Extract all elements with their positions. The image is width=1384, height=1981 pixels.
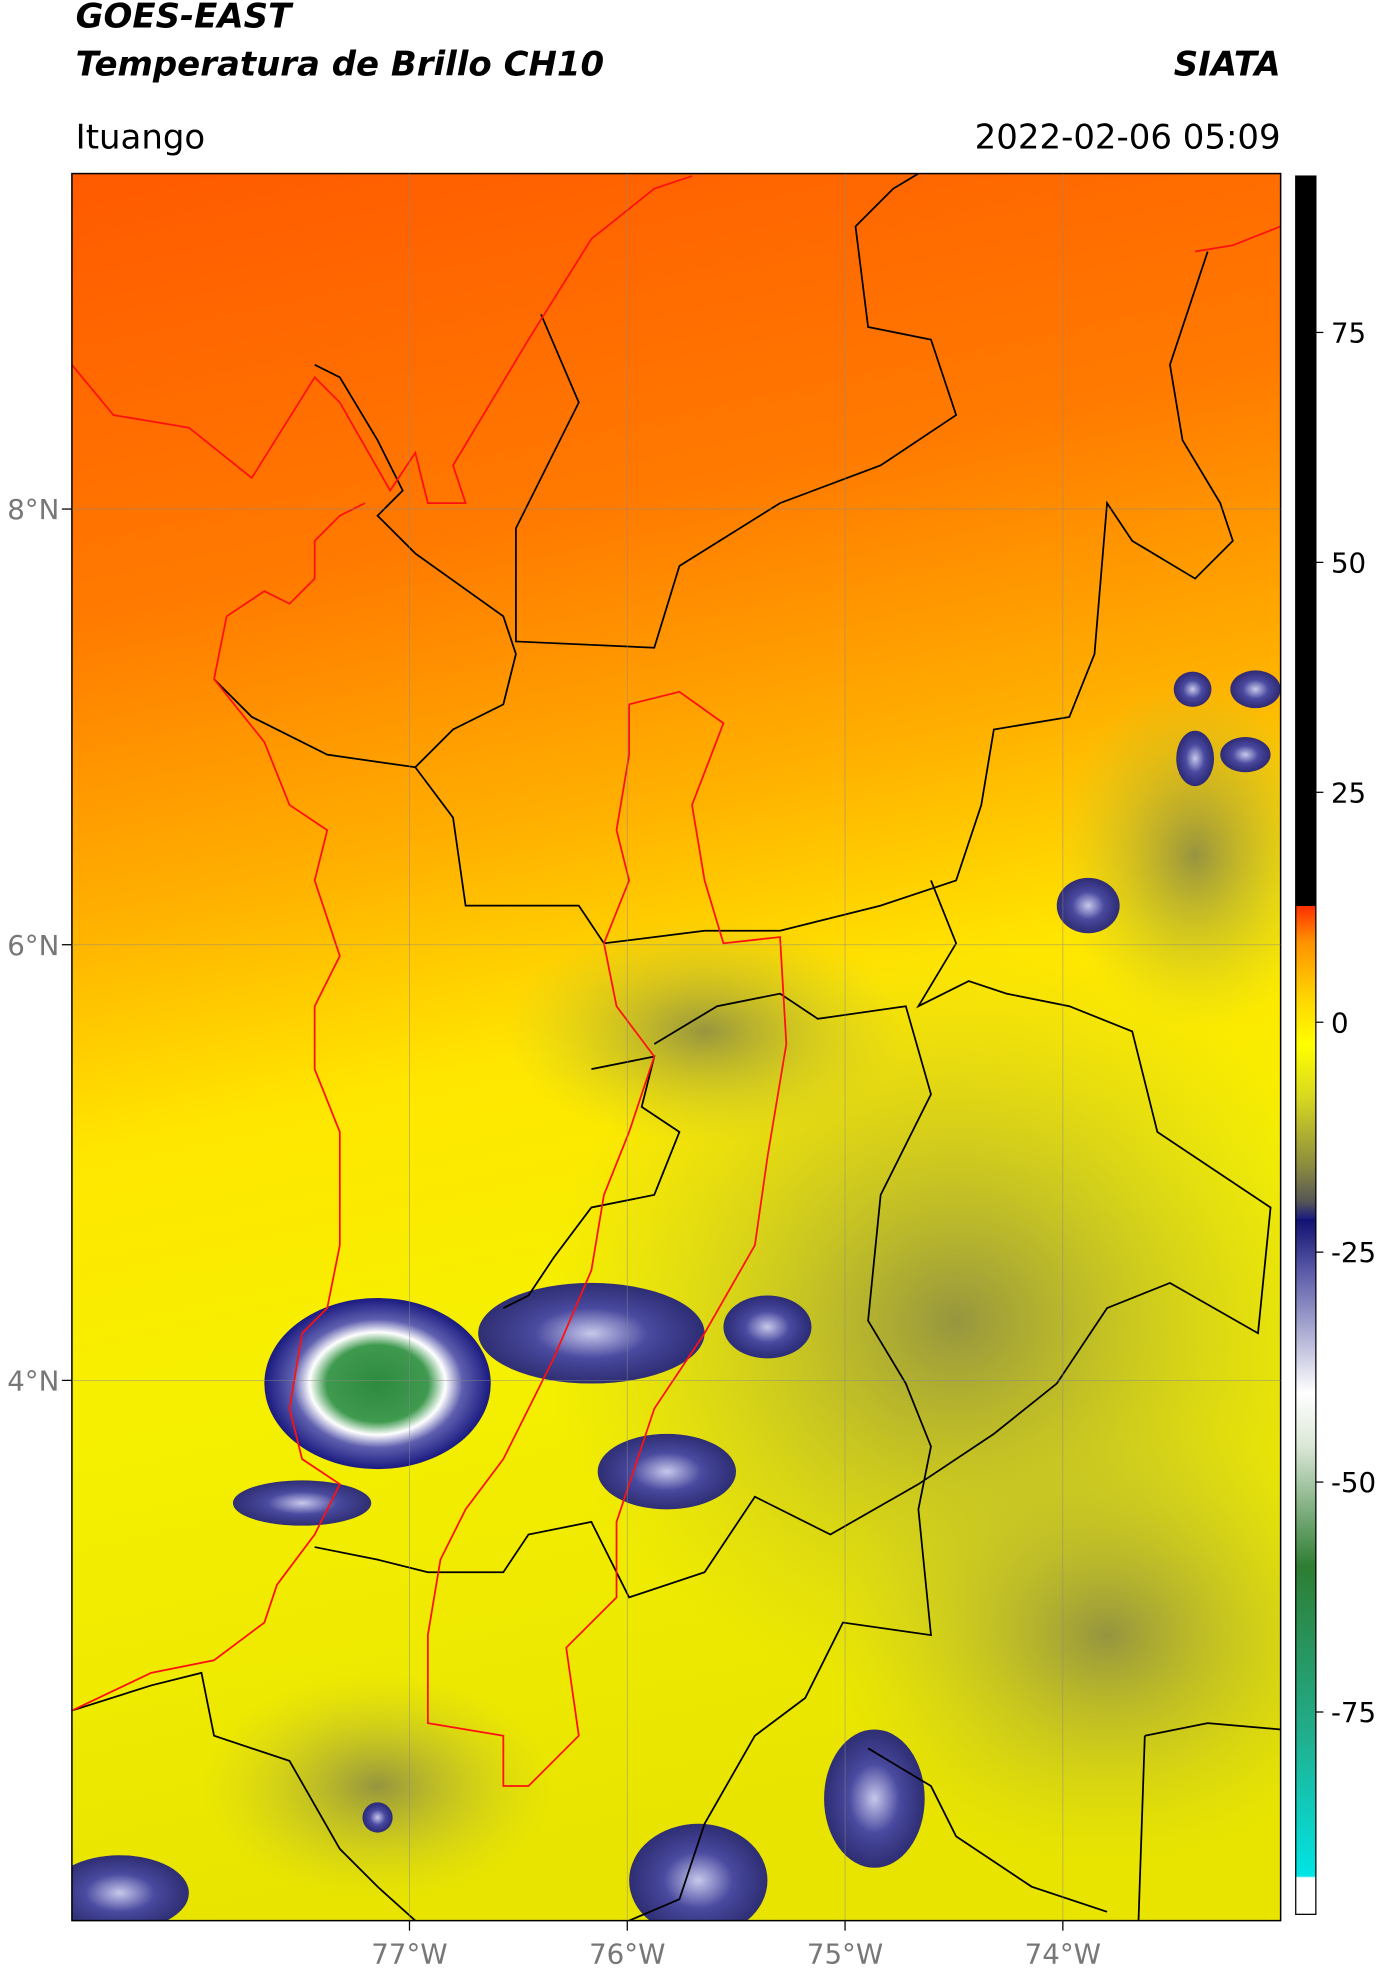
colorbar-label: 50: [1331, 546, 1366, 579]
lon-label: 77°W: [371, 1937, 447, 1970]
lon-label: 76°W: [589, 1937, 665, 1970]
colorbar-ticks: 75 50 25 0 -25 -50 -75: [1315, 317, 1376, 1729]
lon-label: 74°W: [1025, 1937, 1101, 1970]
map-frame: [71, 172, 1282, 1922]
map-image: [71, 173, 1281, 1921]
graticule: 77°W 76°W 75°W 74°W 8°N 6°N 4°N: [7, 173, 1281, 1970]
colorbar-label: -75: [1331, 1696, 1376, 1729]
lat-label: 4°N: [7, 1364, 59, 1397]
lon-label: 75°W: [807, 1937, 883, 1970]
title: GOES-EAST: [76, 0, 294, 37]
lat-label: 6°N: [7, 929, 59, 962]
source: SIATA: [1174, 44, 1281, 84]
colorbar-label: 0: [1331, 1006, 1349, 1039]
colorbar-label: -50: [1331, 1466, 1376, 1499]
lat-label: 8°N: [7, 493, 59, 526]
colorbar-label: 25: [1331, 776, 1366, 809]
region: Ituango: [76, 117, 206, 157]
subtitle: Temperatura de Brillo CH10: [76, 44, 604, 84]
timestamp: 2022-02-06 05:09: [975, 117, 1281, 157]
colorbar-label: 75: [1331, 317, 1366, 350]
colorbar-label: -25: [1331, 1236, 1376, 1269]
colorbar: [1295, 175, 1317, 1915]
